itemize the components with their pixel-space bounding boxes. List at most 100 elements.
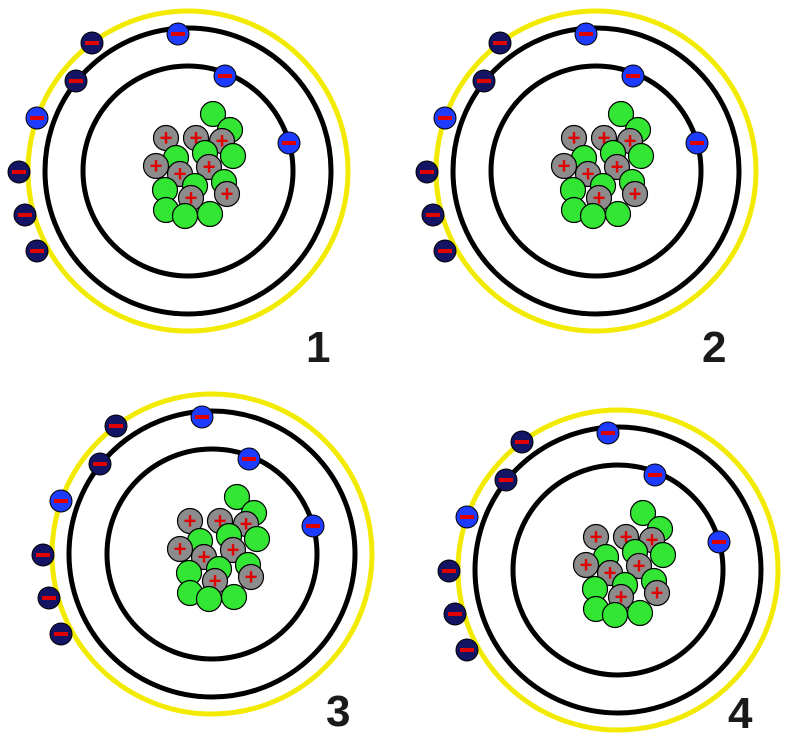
electron-sign [626, 74, 640, 78]
proton-sign: + [174, 162, 187, 187]
electron [25, 239, 49, 263]
proton-sign: + [568, 126, 581, 151]
proton: + [213, 180, 241, 208]
atom-number-label: 3 [326, 687, 350, 736]
neutron [604, 200, 632, 228]
nucleus: + + ++ + ++ + [166, 483, 271, 613]
electron [443, 602, 467, 626]
neutron [219, 142, 247, 170]
electron-sign [30, 249, 44, 253]
proton: + [550, 152, 578, 180]
proton-sign: + [580, 553, 593, 578]
electron [31, 543, 55, 567]
electrons [7, 22, 301, 263]
proton: + [237, 563, 265, 591]
electron [685, 131, 709, 155]
middle-shell [42, 25, 334, 317]
electron-sign [601, 431, 615, 435]
electron [88, 452, 112, 476]
neutron [627, 142, 655, 170]
electron-sign [579, 32, 593, 36]
electron-sign [460, 515, 474, 519]
electron-sign [306, 524, 320, 528]
proton: + [621, 180, 649, 208]
electron [421, 203, 445, 227]
electron [213, 64, 237, 88]
proton: + [560, 124, 588, 152]
inner-shell [104, 446, 320, 662]
electron [621, 64, 645, 88]
electron-sign [30, 116, 44, 120]
proton-sign: + [582, 162, 595, 187]
electron-sign [438, 249, 452, 253]
electron [494, 468, 518, 492]
electron-sign [36, 553, 50, 557]
neutron [243, 525, 271, 553]
neutron [196, 200, 224, 228]
atom-number-label: 1 [306, 323, 330, 372]
electron [49, 489, 73, 513]
electron-sign [515, 440, 529, 444]
electron [574, 22, 598, 46]
electron [25, 106, 49, 130]
proton-sign: + [198, 545, 211, 570]
electron [190, 405, 214, 429]
middle-shell [450, 25, 742, 317]
proton-sign: + [604, 561, 617, 586]
electron [510, 430, 534, 454]
neutron [220, 583, 248, 611]
proton-sign: + [651, 581, 664, 606]
middle-shell [66, 408, 358, 700]
electron-sign [426, 213, 440, 217]
electrons [437, 421, 731, 662]
electron-sign [477, 79, 491, 83]
atom-3: + + ++ + ++ + 3 [31, 391, 375, 736]
proton-sign: + [558, 154, 571, 179]
electron-sign [442, 569, 456, 573]
neutron [649, 541, 677, 569]
electron [104, 414, 128, 438]
electron-sign [109, 424, 123, 428]
electrons [415, 22, 709, 263]
neutron [601, 601, 629, 629]
electron-sign [648, 473, 662, 477]
electron [488, 31, 512, 55]
electron-sign [171, 32, 185, 36]
electron [455, 638, 479, 662]
electron-sign [448, 612, 462, 616]
electron-sign [85, 41, 99, 45]
electron-sign [242, 457, 256, 461]
atom-2: + + ++ + ++ + 2 [415, 8, 759, 372]
proton-sign: + [203, 155, 216, 180]
electron-sign [420, 170, 434, 174]
electron [37, 586, 61, 610]
electron [433, 239, 457, 263]
proton: + [572, 551, 600, 579]
proton-sign: + [629, 182, 642, 207]
electron-sign [218, 74, 232, 78]
electron [166, 22, 190, 46]
proton-sign: + [174, 537, 187, 562]
electron-sign [195, 415, 209, 419]
proton-sign: + [221, 182, 234, 207]
electron [455, 505, 479, 529]
electron-sign [42, 596, 56, 600]
electron [596, 421, 620, 445]
electron [437, 559, 461, 583]
electron-sign [690, 141, 704, 145]
proton-sign: + [611, 155, 624, 180]
neutron [579, 202, 607, 230]
proton-sign: + [184, 509, 197, 534]
electron [707, 530, 731, 554]
middle-shell [472, 424, 764, 716]
neutron [171, 202, 199, 230]
electron-sign [93, 462, 107, 466]
electron-sign [499, 478, 513, 482]
proton-sign: + [633, 554, 646, 579]
atom-number-label: 4 [728, 689, 753, 738]
electron-sign [69, 79, 83, 83]
electron-sign [12, 170, 26, 174]
electron [49, 622, 73, 646]
